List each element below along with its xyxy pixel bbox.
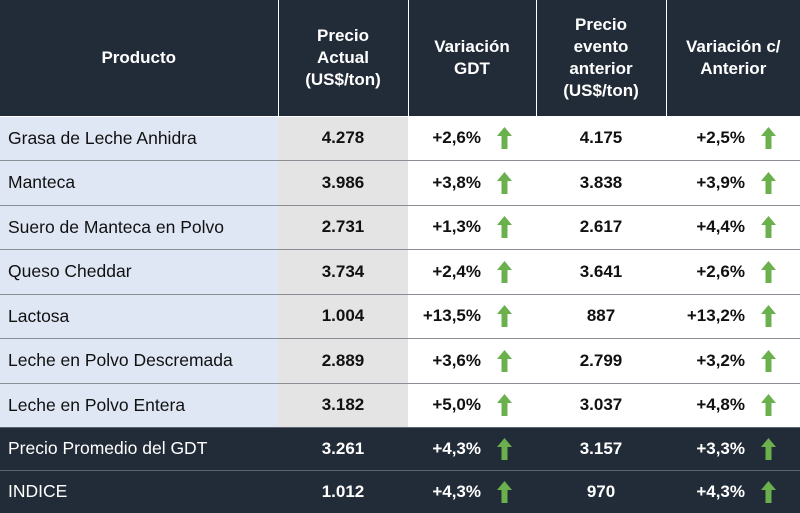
variation-previous: +4,4% xyxy=(696,217,745,237)
variation-gdt-cell: +4,3% xyxy=(408,427,536,470)
variation-previous-cell: +3,3% xyxy=(666,427,800,470)
arrow-up-icon xyxy=(497,349,512,372)
previous-price: 3.157 xyxy=(536,427,666,470)
previous-price: 887 xyxy=(536,293,666,339)
arrow-up-icon xyxy=(497,260,512,283)
header-previous-price: Precio evento anterior (US$/ton) xyxy=(535,0,666,117)
variation-previous-cell: +2,6% xyxy=(666,249,800,294)
product-name: Queso Cheddar xyxy=(0,249,278,294)
current-price: 3.986 xyxy=(278,160,408,205)
header-variation-gdt: Variación GDT xyxy=(407,0,536,117)
variation-gdt: +1,3% xyxy=(432,217,481,237)
variation-previous-cell: +3,9% xyxy=(666,160,800,205)
previous-price: 2.617 xyxy=(536,204,666,250)
variation-previous: +4,3% xyxy=(696,481,745,501)
arrow-up-icon xyxy=(497,127,512,150)
variation-gdt-cell: +1,3% xyxy=(408,204,536,250)
arrow-up-icon xyxy=(497,305,512,328)
table-row: Leche en Polvo Entera 3.182 +5,0% 3.037 … xyxy=(0,382,800,428)
arrow-up-icon xyxy=(497,480,512,503)
product-name: INDICE xyxy=(0,469,278,513)
previous-price: 3.037 xyxy=(536,382,666,428)
variation-gdt: +13,5% xyxy=(422,306,481,326)
table-row: Precio Promedio del GDT 3.261 +4,3% 3.15… xyxy=(0,427,800,470)
variation-previous-cell: +4,4% xyxy=(666,204,800,250)
variation-previous-cell: +4,8% xyxy=(666,382,800,428)
arrow-up-icon xyxy=(497,171,512,194)
variation-gdt-cell: +13,5% xyxy=(408,293,536,339)
arrow-up-icon xyxy=(497,437,512,460)
variation-gdt-cell: +2,6% xyxy=(408,115,536,161)
variation-previous-cell: +3,2% xyxy=(666,338,800,383)
table-row: Manteca 3.986 +3,8% 3.838 +3,9% xyxy=(0,160,800,205)
table-row: Lactosa 1.004 +13,5% 887 +13,2% xyxy=(0,293,800,339)
previous-price: 4.175 xyxy=(536,115,666,161)
previous-price: 2.799 xyxy=(536,338,666,383)
variation-gdt-cell: +3,6% xyxy=(408,338,536,383)
arrow-up-icon xyxy=(497,394,512,417)
variation-gdt-cell: +3,8% xyxy=(408,160,536,205)
variation-gdt: +4,3% xyxy=(432,481,481,501)
current-price: 3.734 xyxy=(278,249,408,294)
variation-previous-cell: +13,2% xyxy=(666,293,800,339)
arrow-up-icon xyxy=(761,171,776,194)
product-name: Leche en Polvo Entera xyxy=(0,382,278,428)
variation-previous: +4,8% xyxy=(696,395,745,415)
current-price: 3.261 xyxy=(278,427,408,470)
product-name: Manteca xyxy=(0,160,278,205)
variation-gdt: +2,4% xyxy=(432,261,481,281)
header-row: Producto Precio Actual (US$/ton) Variaci… xyxy=(0,0,800,117)
current-price: 2.889 xyxy=(278,338,408,383)
product-name: Suero de Manteca en Polvo xyxy=(0,204,278,250)
table-row: Grasa de Leche Anhidra 4.278 +2,6% 4.175… xyxy=(0,115,800,161)
variation-previous: +3,9% xyxy=(696,172,745,192)
product-name: Leche en Polvo Descremada xyxy=(0,338,278,383)
arrow-up-icon xyxy=(761,127,776,150)
previous-price: 970 xyxy=(536,469,666,513)
product-name: Grasa de Leche Anhidra xyxy=(0,115,278,161)
previous-price: 3.838 xyxy=(536,160,666,205)
variation-gdt: +4,3% xyxy=(432,438,481,458)
arrow-up-icon xyxy=(761,480,776,503)
arrow-up-icon xyxy=(761,216,776,239)
previous-price: 3.641 xyxy=(536,249,666,294)
variation-gdt: +3,6% xyxy=(432,350,481,370)
header-current-price: Precio Actual (US$/ton) xyxy=(277,0,408,117)
table-row: INDICE 1.012 +4,3% 970 +4,3% xyxy=(0,469,800,513)
arrow-up-icon xyxy=(761,437,776,460)
variation-previous: +3,3% xyxy=(696,438,745,458)
variation-previous-cell: +4,3% xyxy=(666,469,800,513)
variation-gdt: +2,6% xyxy=(432,128,481,148)
variation-previous: +2,6% xyxy=(696,261,745,281)
variation-gdt: +5,0% xyxy=(432,395,481,415)
variation-gdt: +3,8% xyxy=(432,172,481,192)
variation-gdt-cell: +4,3% xyxy=(408,469,536,513)
header-variation-previous: Variación c/ Anterior xyxy=(665,0,800,117)
table-row: Leche en Polvo Descremada 2.889 +3,6% 2.… xyxy=(0,338,800,383)
current-price: 1.012 xyxy=(278,469,408,513)
arrow-up-icon xyxy=(761,305,776,328)
current-price: 3.182 xyxy=(278,382,408,428)
arrow-up-icon xyxy=(761,349,776,372)
variation-previous: +2,5% xyxy=(696,128,745,148)
current-price: 4.278 xyxy=(278,115,408,161)
product-name: Lactosa xyxy=(0,293,278,339)
current-price: 1.004 xyxy=(278,293,408,339)
arrow-up-icon xyxy=(761,260,776,283)
product-name: Precio Promedio del GDT xyxy=(0,427,278,470)
variation-gdt-cell: +2,4% xyxy=(408,249,536,294)
current-price: 2.731 xyxy=(278,204,408,250)
table-row: Suero de Manteca en Polvo 2.731 +1,3% 2.… xyxy=(0,204,800,250)
variation-previous-cell: +2,5% xyxy=(666,115,800,161)
variation-previous: +3,2% xyxy=(696,350,745,370)
arrow-up-icon xyxy=(761,394,776,417)
arrow-up-icon xyxy=(497,216,512,239)
header-product: Producto xyxy=(0,0,278,117)
table-row: Queso Cheddar 3.734 +2,4% 3.641 +2,6% xyxy=(0,249,800,294)
variation-previous: +13,2% xyxy=(686,306,745,326)
variation-gdt-cell: +5,0% xyxy=(408,382,536,428)
